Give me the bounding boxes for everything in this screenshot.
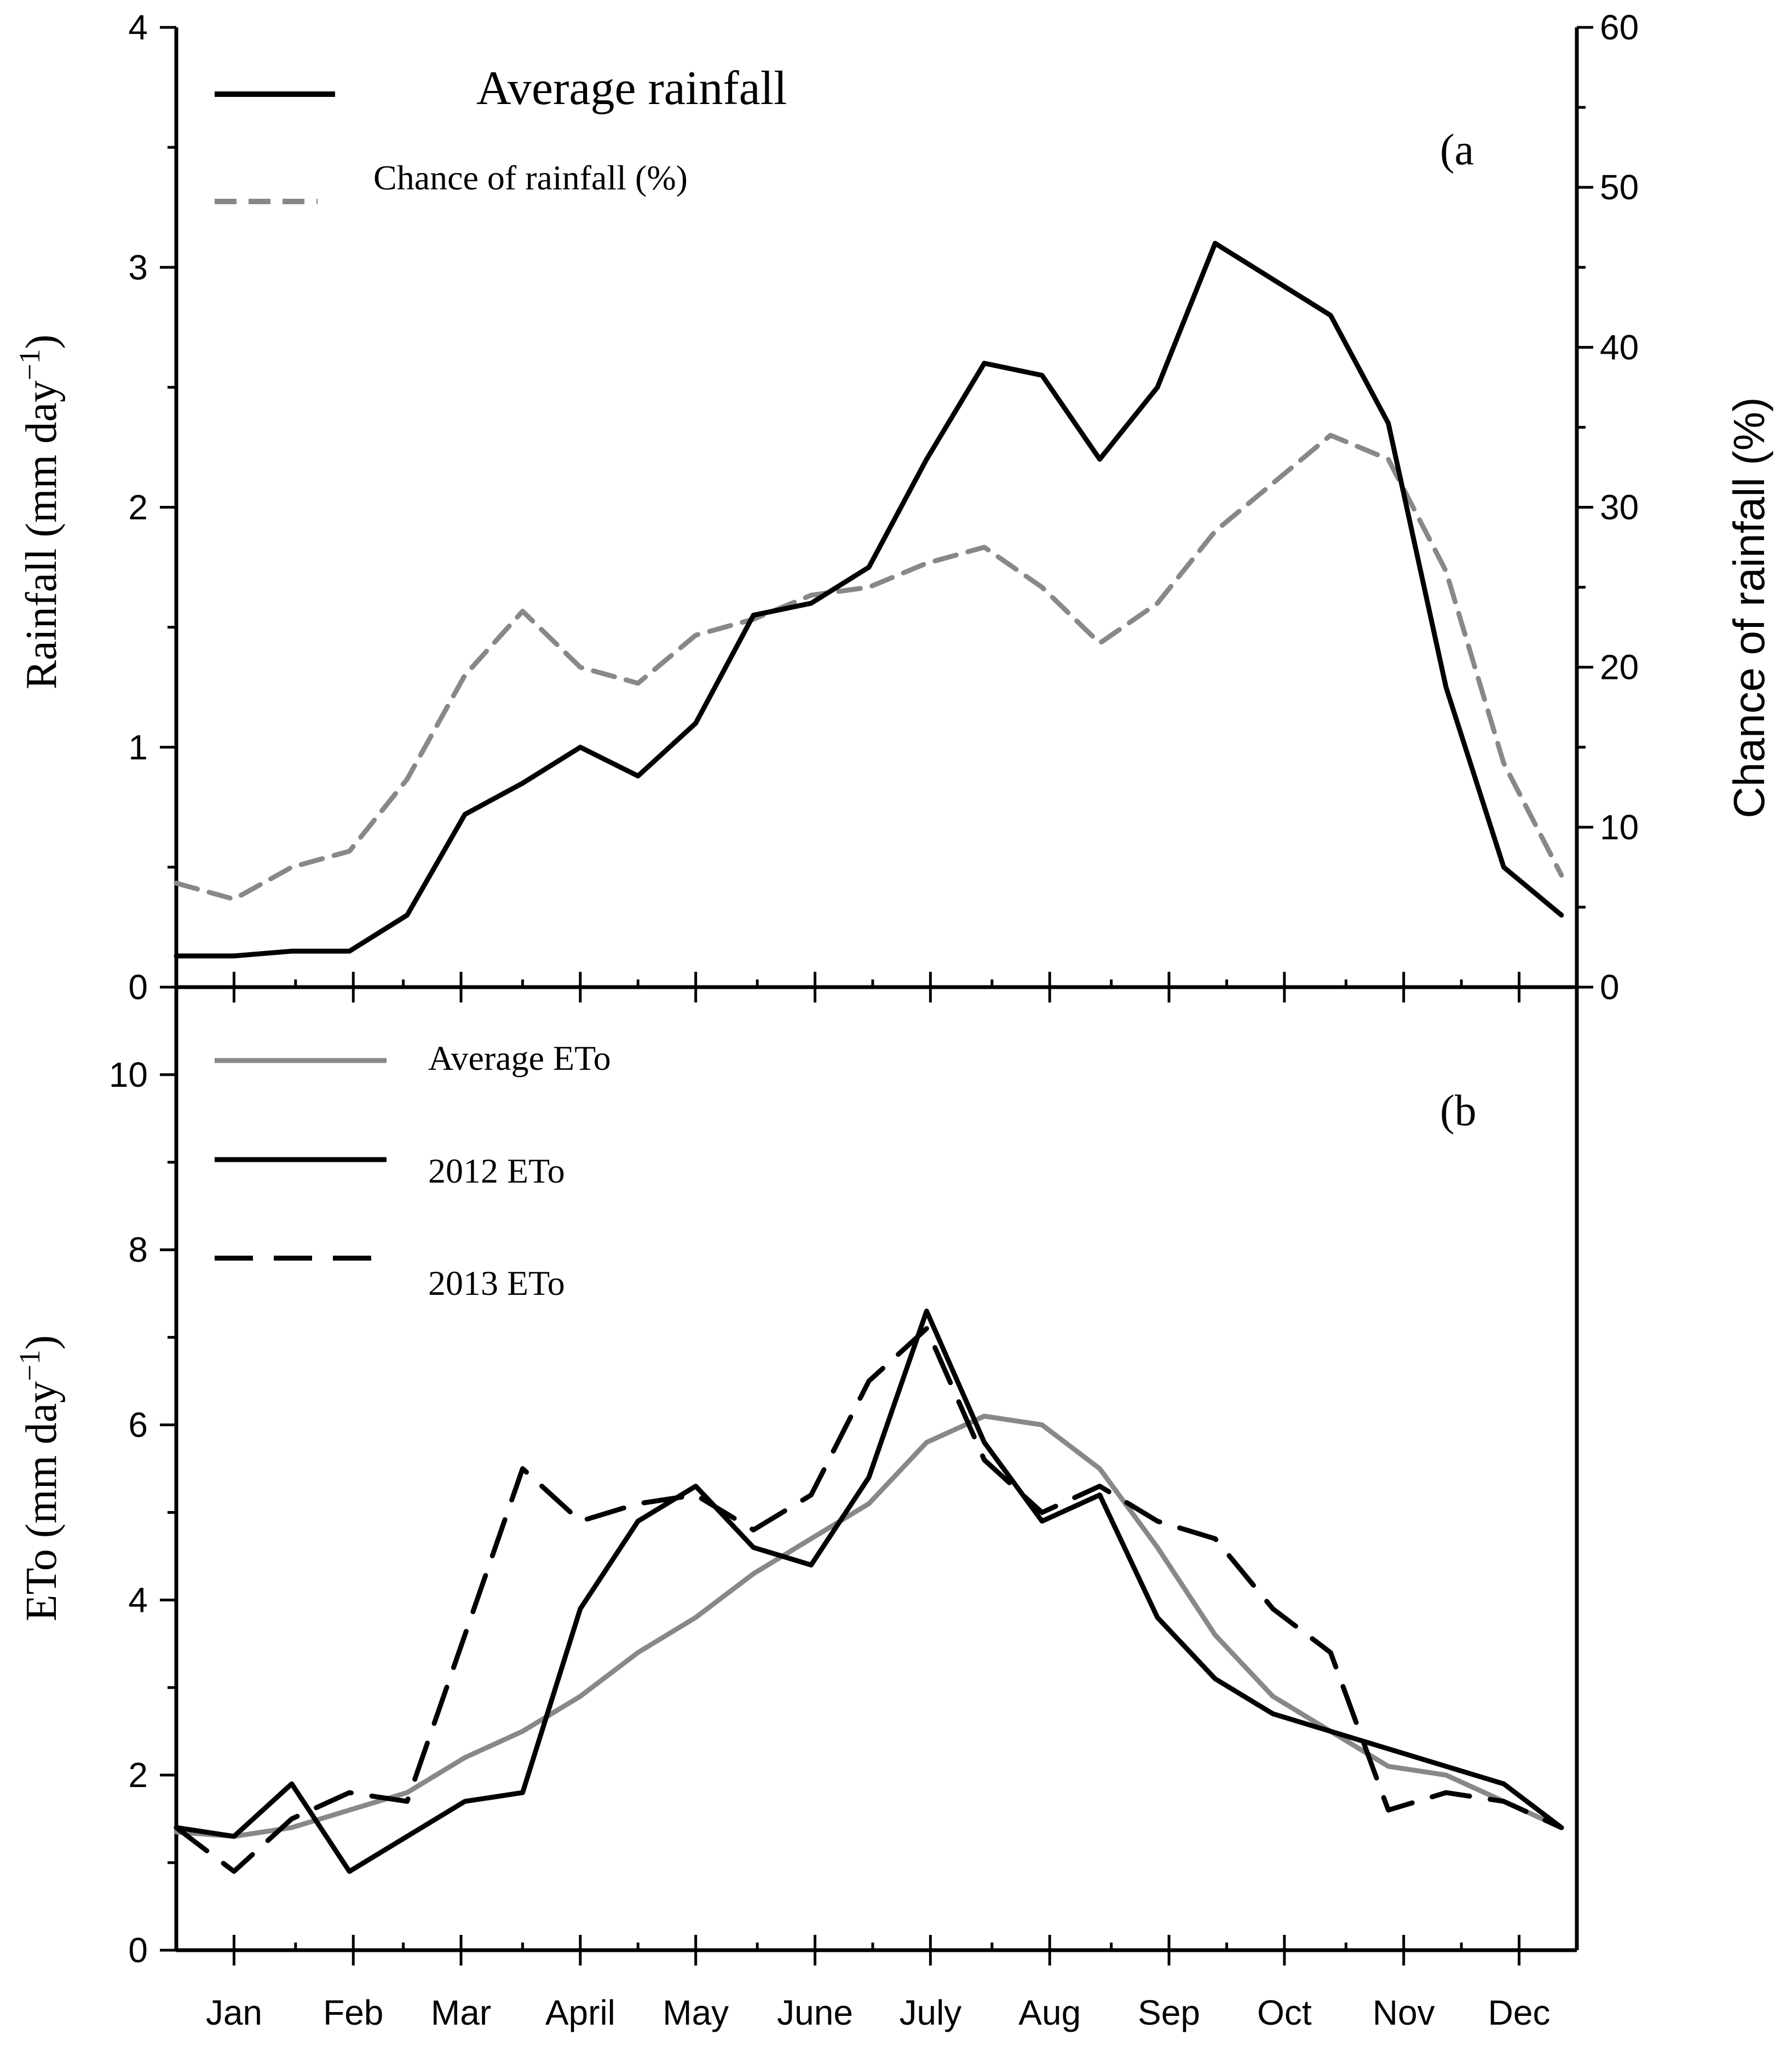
panel-b-ytick-label: 0	[128, 1930, 148, 1970]
panel-a-y2tick-label: 60	[1600, 8, 1639, 47]
legend-b: Average ETo 2012 ETo 2013 ETo	[215, 1039, 611, 1302]
series-chance-of-rainfall	[174, 433, 1564, 902]
month-label: July	[899, 1993, 961, 2032]
panel-a-y2tick-label: 50	[1600, 168, 1639, 207]
month-label: Mar	[431, 1993, 491, 2032]
panel-b-ytick-label: 10	[109, 1055, 148, 1094]
axes-frame	[174, 27, 1579, 1952]
legend-label-average-eto: Average ETo	[428, 1039, 611, 1077]
series-layer	[174, 240, 1564, 1874]
panel-b-ytick-label: 2	[128, 1755, 148, 1795]
panel-b-label: (b	[1440, 1087, 1477, 1135]
legend-label-2013-eto: 2013 ETo	[428, 1264, 565, 1302]
panel-a-ytick-label: 1	[128, 728, 148, 767]
panel-a-y2tick-label: 0	[1600, 967, 1620, 1007]
legend-label-average-rainfall: Average rainfall	[476, 62, 787, 115]
panel-a-ytick-label: 3	[128, 247, 148, 287]
series-2012-eto	[174, 1309, 1564, 1874]
panel-a-y2label: Chance of rainfall (%)	[1725, 397, 1773, 818]
month-label: Feb	[323, 1993, 383, 2032]
panel-a-y2tick-label: 10	[1600, 808, 1639, 847]
panel-a-y2tick-label: 40	[1600, 327, 1639, 367]
legend-label-2012-eto: 2012 ETo	[428, 1151, 565, 1190]
panel-a-ytick-label: 0	[128, 967, 148, 1007]
panel-a-label: (a	[1440, 126, 1474, 174]
panel-b-ytick-label: 8	[128, 1230, 148, 1270]
panel-b-ylabel: ETo (mm day−1)	[13, 1335, 66, 1622]
month-label: Jan	[206, 1993, 262, 2032]
month-label: Oct	[1257, 1993, 1312, 2032]
legend-a: Average rainfall Chance of rainfall (%)	[215, 62, 787, 204]
panel-b-ytick-label: 4	[128, 1580, 148, 1619]
panel-a-y2tick-label: 30	[1600, 488, 1639, 527]
month-label: June	[777, 1993, 853, 2032]
month-label: Nov	[1373, 1993, 1435, 2032]
month-label: Dec	[1488, 1993, 1551, 2032]
panel-a-ytick-label: 4	[128, 8, 148, 47]
month-label: April	[545, 1993, 615, 2032]
ticks-layer	[160, 26, 1593, 1966]
series-2013-eto	[174, 1326, 1564, 1874]
panel-b-ytick-label: 6	[128, 1405, 148, 1445]
series-average-rainfall	[174, 240, 1564, 959]
legend-label-chance-of-rainfall: Chance of rainfall (%)	[373, 158, 688, 197]
panel-a-ytick-label: 2	[128, 488, 148, 527]
panel-a-ylabel: Rainfall (mm day−1)	[13, 335, 66, 689]
month-label: Sep	[1138, 1993, 1200, 2032]
panel-a-y2tick-label: 20	[1600, 648, 1639, 687]
month-label: May	[662, 1993, 729, 2032]
month-label: Aug	[1018, 1993, 1081, 2032]
